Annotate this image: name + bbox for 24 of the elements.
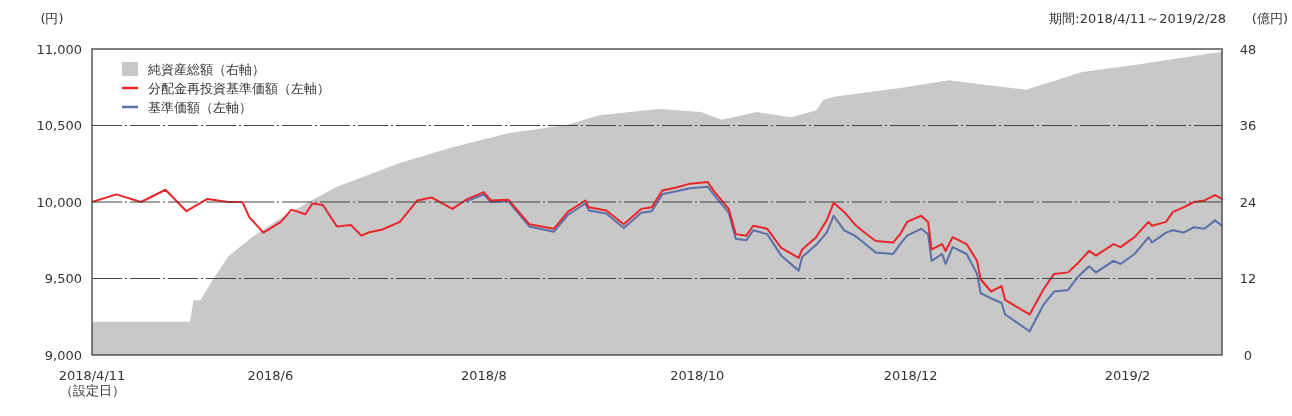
x-tick-label: 2018/4/11 （設定日）	[58, 368, 126, 398]
y-tick-label: 9,000	[44, 347, 82, 363]
x-tick-label: 2018/10	[670, 368, 725, 383]
legend-label: 純資産総額（右軸）	[148, 61, 265, 77]
chart-subtitle: 期間:2018/4/11～2019/2/28	[1049, 11, 1226, 26]
y-tick-label: 10,500	[36, 118, 82, 134]
x-tick-label: 2019/2	[1104, 368, 1151, 383]
line-series	[91, 181, 1223, 316]
y2-tick-label: 24	[1239, 194, 1257, 210]
x-tick-label: 2018/8	[460, 368, 507, 383]
y-tick-label: 10,000	[36, 194, 82, 210]
y-tick-label: 9,500	[44, 271, 82, 287]
x-tick-label: 2018/6	[247, 368, 294, 383]
y2-tick-label: 12	[1239, 271, 1257, 287]
y-tick-label: 11,000	[36, 41, 82, 57]
legend-label: 基準価額（左軸）	[148, 99, 252, 115]
y2-tick-label: 36	[1239, 118, 1257, 134]
y-axis-title: (円)	[40, 11, 64, 26]
x-tick-label: 2018/12	[883, 368, 938, 383]
y2-tick-label: 0	[1243, 347, 1253, 363]
y2-tick-label: 48	[1239, 41, 1257, 57]
legend-label: 分配金再投資基準価額（左軸）	[148, 80, 330, 96]
y2-axis-title: (億円)	[1251, 11, 1288, 26]
line-series	[465, 185, 1223, 333]
